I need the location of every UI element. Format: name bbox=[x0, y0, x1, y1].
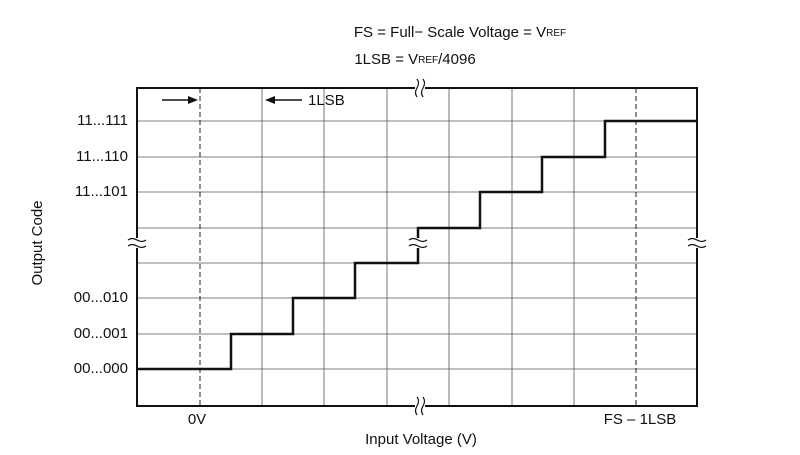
x-label: FS – 1LSB bbox=[604, 411, 677, 428]
y-label: 00...001 bbox=[74, 325, 128, 342]
arrowhead bbox=[265, 96, 275, 104]
subscript: REF bbox=[546, 28, 566, 39]
annotation: 1LSB bbox=[308, 92, 345, 109]
y-label: 11...110 bbox=[76, 148, 128, 165]
break-marks bbox=[127, 78, 707, 416]
break-mark bbox=[408, 237, 428, 249]
text: /4096 bbox=[438, 51, 476, 68]
text: 1LSB = V bbox=[354, 51, 418, 68]
header-line2: 1LSB = VREF/4096 bbox=[354, 51, 475, 68]
arrowhead bbox=[188, 96, 198, 104]
break-mark bbox=[687, 237, 707, 249]
y-axis-title: Output Code bbox=[29, 200, 46, 285]
x-axis-title: Input Voltage (V) bbox=[365, 431, 477, 448]
y-label: 11...111 bbox=[77, 112, 128, 129]
subscript: REF bbox=[418, 55, 438, 66]
grid bbox=[137, 88, 697, 406]
y-label: 00...010 bbox=[74, 289, 128, 306]
break-mark bbox=[127, 237, 147, 249]
lsb-arrows bbox=[162, 96, 302, 104]
x-label: 0V bbox=[188, 411, 206, 428]
break-mark bbox=[414, 396, 426, 416]
header-line1: FS = Full− Scale Voltage = VREF bbox=[354, 24, 566, 41]
y-label: 11...101 bbox=[75, 183, 128, 200]
break-mark bbox=[414, 78, 426, 98]
text: FS = Full− Scale Voltage = V bbox=[354, 24, 546, 41]
y-label: 00...000 bbox=[74, 360, 128, 377]
